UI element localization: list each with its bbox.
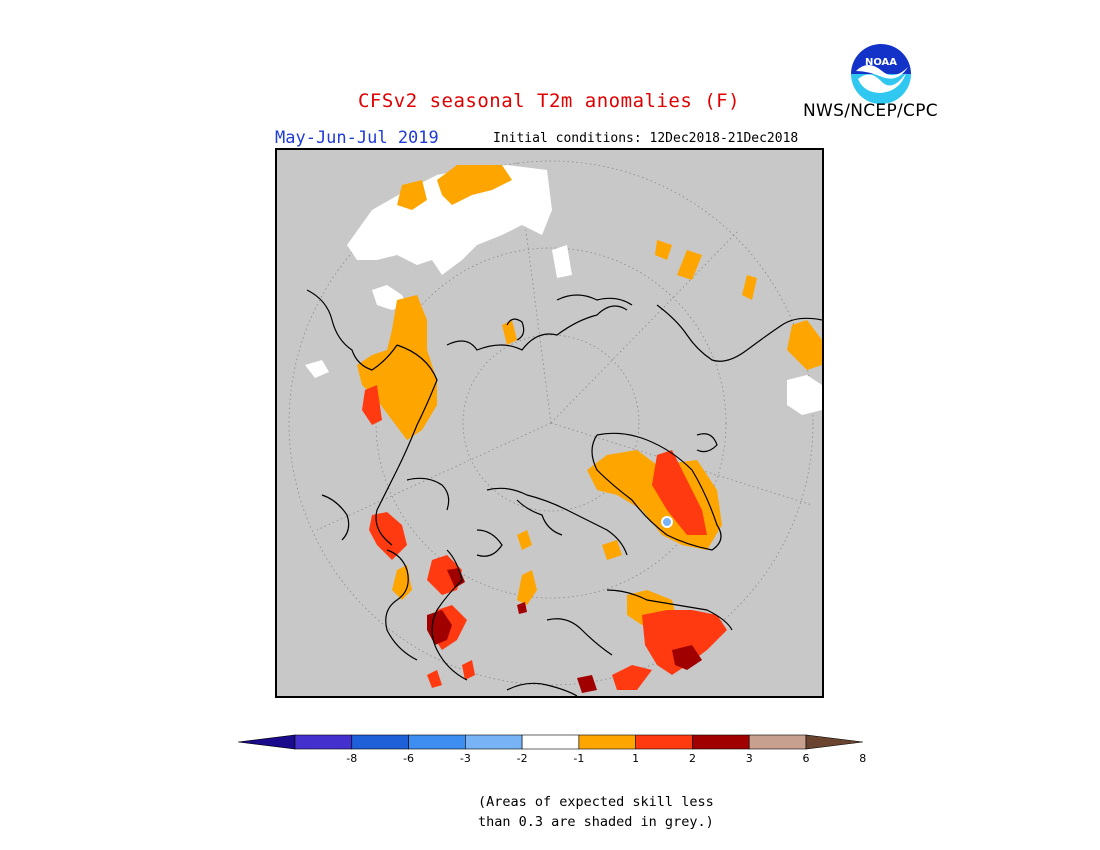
colorbar-swatch: [351, 734, 409, 750]
colorbar-swatch: [635, 734, 693, 750]
agency-label: NWS/NCEP/CPC: [803, 101, 938, 121]
colorbar-tick-label: 8: [859, 752, 867, 765]
colorbar-tick-label: -6: [403, 752, 415, 765]
colorbar-tick-label: 6: [802, 752, 810, 765]
colorbar-swatch: [465, 734, 523, 750]
colorbar-swatch: [748, 734, 807, 750]
colorbar-high-arrow: [805, 734, 863, 750]
colorbar-swatch: [521, 734, 580, 750]
colorbar-tick-label: -1: [573, 752, 585, 765]
meridians: [316, 161, 813, 531]
colorbar-swatch: [578, 734, 636, 750]
colorbar-tick-label: 1: [632, 752, 640, 765]
initial-conditions: Initial conditions: 12Dec2018-21Dec2018: [493, 131, 799, 146]
map-frame: [275, 148, 824, 698]
colorbar: [238, 734, 863, 750]
noaa-logo-icon: NOAA: [849, 42, 913, 106]
colorbar-tick-label: -2: [516, 752, 528, 765]
coastlines: [306, 289, 822, 696]
chart-title: CFSv2 seasonal T2m anomalies (F): [357, 90, 741, 112]
marker-icon: [661, 516, 673, 528]
colorbar-tick-label: 3: [745, 752, 753, 765]
colorbar-low-arrow: [238, 734, 296, 750]
colorbar-tick-label: -8: [346, 752, 358, 765]
anomaly-darkred: [427, 568, 702, 693]
colorbar-swatch: [408, 734, 466, 750]
note-line-1: (Areas of expected skill less: [478, 794, 714, 810]
skill-note: (Areas of expected skill less than 0.3 a…: [478, 792, 714, 832]
anomaly-white: [305, 165, 822, 415]
colorbar-tick-label: -3: [459, 752, 471, 765]
colorbar-tick-label: 2: [688, 752, 696, 765]
colorbar-swatch: [294, 734, 353, 750]
anomaly-map: [288, 160, 822, 696]
colorbar-swatch: [692, 734, 750, 750]
forecast-period: May-Jun-Jul 2019: [275, 128, 439, 148]
svg-text:NOAA: NOAA: [865, 57, 897, 68]
note-line-2: than 0.3 are shaded in grey.): [478, 814, 714, 830]
